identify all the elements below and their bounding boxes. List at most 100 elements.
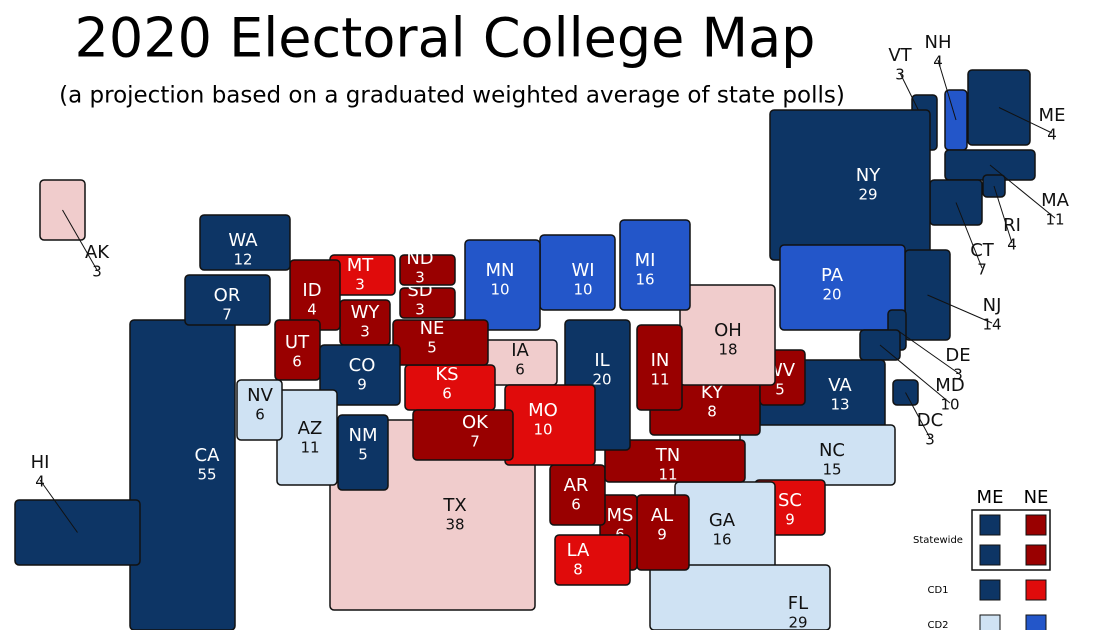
legend-swatch xyxy=(1025,544,1047,566)
state-votes: 11 xyxy=(658,466,677,484)
state-votes: 5 xyxy=(775,381,785,399)
state-abbr: KY xyxy=(701,382,724,403)
state-votes: 4 xyxy=(1047,126,1057,144)
state-abbr: LA xyxy=(567,540,590,561)
state-abbr: IL xyxy=(594,350,609,371)
state-shape xyxy=(337,414,389,491)
state-abbr: ID xyxy=(302,280,321,301)
state-abbr: FL xyxy=(788,593,808,614)
state-shape xyxy=(199,214,291,271)
state-abbr: MD xyxy=(935,375,964,396)
legend-frame xyxy=(971,509,1051,571)
legend-column: NE xyxy=(1024,487,1049,508)
state-abbr: GA xyxy=(709,510,736,531)
state-votes: 6 xyxy=(292,353,302,371)
state-votes: 10 xyxy=(490,281,509,299)
state-votes: 4 xyxy=(933,53,943,71)
legend-row-label: CD2 xyxy=(927,620,948,630)
state-votes: 3 xyxy=(953,366,963,384)
leader-line xyxy=(39,479,78,533)
state-votes: 10 xyxy=(940,396,959,414)
state-abbr: VT xyxy=(888,45,912,66)
state-abbr: NE xyxy=(420,318,445,339)
state-abbr: NM xyxy=(349,425,378,446)
state-abbr: IA xyxy=(511,340,529,361)
state-abbr: ND xyxy=(406,248,433,269)
state-votes: 6 xyxy=(515,361,525,379)
state-shape xyxy=(769,109,931,261)
state-abbr: MT xyxy=(347,255,375,276)
legend-swatch xyxy=(1025,614,1047,630)
state-abbr: AL xyxy=(651,505,673,526)
state-abbr: NJ xyxy=(983,295,1002,316)
state-votes: 11 xyxy=(1045,211,1064,229)
state-votes: 4 xyxy=(1007,236,1017,254)
leader-line xyxy=(955,202,983,269)
state-votes: 11 xyxy=(650,371,669,389)
state-votes: 7 xyxy=(977,261,987,279)
state-votes: 12 xyxy=(233,251,252,269)
leader-line xyxy=(62,209,98,271)
state-abbr: VA xyxy=(828,375,852,396)
state-abbr: ME xyxy=(1039,105,1066,126)
state-abbr: CT xyxy=(970,240,995,261)
legend-swatch xyxy=(1025,579,1047,601)
state-shape xyxy=(554,534,631,586)
state-abbr: DC xyxy=(917,410,943,431)
state-shape xyxy=(739,424,896,486)
state-abbr: HI xyxy=(31,452,50,473)
state-abbr: MO xyxy=(528,400,558,421)
state-abbr: RI xyxy=(1003,215,1021,236)
state-shape xyxy=(184,274,271,326)
state-votes: 8 xyxy=(573,561,583,579)
state-abbr: WA xyxy=(228,230,258,251)
state-abbr: MI xyxy=(635,250,656,271)
state-votes: 9 xyxy=(657,526,667,544)
leader-line xyxy=(989,164,1056,219)
state-abbr: WI xyxy=(571,260,594,281)
state-votes: 3 xyxy=(415,269,425,287)
state-abbr: NC xyxy=(819,440,845,461)
leader-line xyxy=(905,392,931,439)
state-abbr: MA xyxy=(1041,190,1070,211)
state-votes: 16 xyxy=(712,531,731,549)
state-abbr: CA xyxy=(195,445,221,466)
state-votes: 4 xyxy=(307,301,317,319)
state-votes: 10 xyxy=(573,281,592,299)
state-abbr: MN xyxy=(486,260,515,281)
state-shape xyxy=(129,319,236,630)
state-shape xyxy=(636,324,683,411)
leader-line xyxy=(879,344,951,404)
state-abbr: WY xyxy=(351,302,381,323)
state-votes: 5 xyxy=(358,446,368,464)
leader-line xyxy=(896,329,959,374)
state-abbr: DE xyxy=(945,345,970,366)
state-votes: 20 xyxy=(592,371,611,389)
state-abbr: AZ xyxy=(298,418,323,439)
state-shape xyxy=(779,244,906,331)
legend-column: ME xyxy=(977,487,1004,508)
state-abbr: OH xyxy=(714,320,742,341)
legend-row-label: CD1 xyxy=(927,585,948,596)
state-votes: 3 xyxy=(925,431,935,449)
legend-row-label: Statewide xyxy=(913,535,963,546)
legend-swatch xyxy=(979,614,1001,630)
state-votes: 29 xyxy=(788,614,807,630)
state-votes: 9 xyxy=(357,376,367,394)
state-abbr: OR xyxy=(214,285,241,306)
state-votes: 10 xyxy=(533,421,552,439)
state-abbr: NH xyxy=(925,32,952,53)
state-votes: 20 xyxy=(822,286,841,304)
state-abbr: NY xyxy=(856,165,881,186)
state-votes: 7 xyxy=(222,306,232,324)
state-votes: 6 xyxy=(571,496,581,514)
legend-swatch xyxy=(979,544,1001,566)
state-abbr: CO xyxy=(349,355,376,376)
state-votes: 14 xyxy=(982,316,1001,334)
state-votes: 11 xyxy=(300,439,319,457)
state-votes: 38 xyxy=(445,516,464,534)
leader-line xyxy=(998,107,1053,134)
legend-swatch xyxy=(979,514,1001,536)
